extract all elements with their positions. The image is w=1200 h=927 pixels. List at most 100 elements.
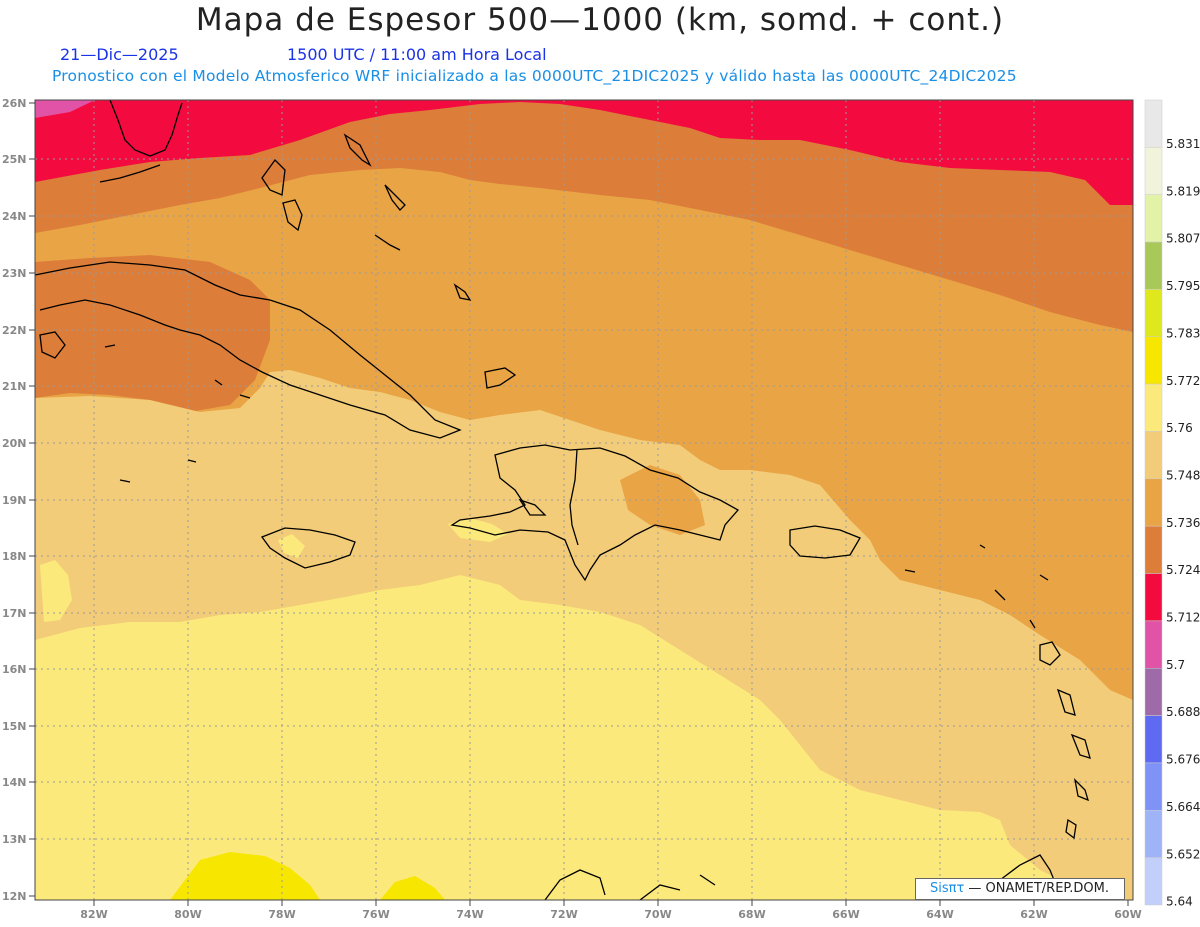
colorbar-label: 5.819 xyxy=(1166,184,1200,198)
colorbar-swatch xyxy=(1144,478,1163,527)
colorbar-swatch xyxy=(1144,336,1163,385)
colorbar-swatch xyxy=(1144,383,1163,432)
contour-band-orange-west xyxy=(35,255,270,412)
colorbar-label: 5.688 xyxy=(1166,705,1200,719)
lon-label: 72W xyxy=(550,908,577,921)
lon-label: 68W xyxy=(738,908,765,921)
credit-org: — ONAMET/REP.DOM. xyxy=(964,881,1109,896)
colorbar-swatch xyxy=(1144,431,1163,480)
contour-band-yellow-2 xyxy=(380,876,445,900)
coast-tortuga xyxy=(518,498,547,516)
colorbar-swatch xyxy=(1144,667,1163,716)
coast-lesser-antilles-2 xyxy=(1056,688,1076,716)
credit-brand: Sisπτ xyxy=(930,881,965,896)
colorbar-label: 5.783 xyxy=(1166,326,1200,340)
lat-axis xyxy=(29,102,35,897)
colorbar-swatch xyxy=(1144,289,1163,338)
lat-label: 14N xyxy=(2,776,27,789)
lon-label: 80W xyxy=(174,908,201,921)
forecast-description: Pronostico con el Modelo Atmosferico WRF… xyxy=(52,67,1017,85)
coast-lesser-antilles-1 xyxy=(1039,641,1061,666)
coast-lesser-antilles-3 xyxy=(1070,733,1091,759)
colorbar-label: 5.664 xyxy=(1166,800,1200,814)
coast-bahamas-2 xyxy=(343,133,372,167)
colorbar-label: 5.724 xyxy=(1166,563,1200,577)
colorbar-label: 5.736 xyxy=(1166,516,1200,530)
contour-band-red xyxy=(35,100,1133,205)
colorbar-swatch xyxy=(1144,241,1163,290)
contour-band-light-yellow xyxy=(35,575,1133,900)
colorbar-label: 5.64 xyxy=(1166,895,1193,909)
colorbar-label: 5.807 xyxy=(1166,232,1200,246)
colorbar-label: 5.795 xyxy=(1166,279,1200,293)
lat-label: 24N xyxy=(2,210,27,223)
coast-bahamas-andros xyxy=(261,159,286,196)
lat-label: 17N xyxy=(2,607,27,620)
colorbar-swatch xyxy=(1144,762,1163,811)
lat-label: 25N xyxy=(2,153,27,166)
colorbar-label: 5.652 xyxy=(1166,847,1200,861)
lon-label: 66W xyxy=(832,908,859,921)
colorbar-swatch xyxy=(1144,620,1163,669)
lat-label: 23N xyxy=(2,267,27,280)
colorbar-swatch xyxy=(1144,715,1163,764)
forecast-time: 1500 UTC / 11:00 am Hora Local xyxy=(287,45,547,64)
colorbar-swatch xyxy=(1144,194,1163,243)
lon-label: 78W xyxy=(268,908,295,921)
colorbar-label: 5.748 xyxy=(1166,468,1200,482)
colorbar-swatch xyxy=(1144,810,1163,858)
lat-label: 21N xyxy=(2,380,27,393)
coast-hispaniola-border xyxy=(569,449,579,546)
coast-bahamas-4 xyxy=(374,234,401,251)
map-field xyxy=(35,100,1133,900)
lat-label: 18N xyxy=(2,550,27,563)
lon-label: 76W xyxy=(362,908,389,921)
lon-axis xyxy=(93,900,1129,906)
colorbar-label: 5.712 xyxy=(1166,611,1200,625)
lat-label: 16N xyxy=(2,663,27,676)
lon-label: 70W xyxy=(644,908,671,921)
coast-lesser-antilles-4 xyxy=(1073,778,1090,802)
colorbar-swatch xyxy=(1144,857,1163,906)
colorbar-labels: 5.831 5.819 5.807 5.795 5.783 5.772 5.76 5.748 5… xyxy=(1166,137,1200,909)
coast-south-america xyxy=(544,854,1061,900)
coast-hispaniola xyxy=(450,444,740,582)
lon-label: 74W xyxy=(456,908,483,921)
colorbar-label: 5.676 xyxy=(1166,753,1200,767)
lat-labels: 26N 25N 24N 23N 22N 21N 20N 19N 18N 17N … xyxy=(2,97,27,903)
coast-bahamas-3 xyxy=(384,184,406,211)
lat-label: 26N xyxy=(2,97,27,110)
lat-label: 12N xyxy=(2,890,27,903)
contour-spot-jamaica xyxy=(278,534,305,558)
credit-box: Sisπτ — ONAMET/REP.DOM. xyxy=(915,878,1125,900)
colorbar-swatch xyxy=(1144,573,1163,622)
contour-spot-west-yellow xyxy=(40,560,72,622)
coastlines xyxy=(35,100,1091,900)
lat-label: 22N xyxy=(2,324,27,337)
coast-bahamas-1 xyxy=(282,199,303,232)
colorbar-label: 5.831 xyxy=(1166,137,1200,151)
lon-labels: 82W 80W 78W 76W 74W 72W 70W 68W 66W 64W … xyxy=(80,908,1141,921)
lat-label: 19N xyxy=(2,494,27,507)
coast-jamaica xyxy=(260,527,356,569)
lat-label: 20N xyxy=(2,437,27,450)
colorbar-label: 5.7 xyxy=(1166,658,1185,672)
lon-label: 62W xyxy=(1020,908,1047,921)
coast-cuba xyxy=(35,261,462,439)
coast-isla-juventud xyxy=(39,331,66,359)
coast-florida-keys xyxy=(99,164,161,183)
colorbar-boxes xyxy=(1144,99,1163,906)
coast-small-islands xyxy=(104,344,1049,629)
coast-bahamas-5 xyxy=(453,283,472,301)
colorbar-label: 5.772 xyxy=(1166,374,1200,388)
colorbar-swatch xyxy=(1144,99,1163,148)
colorbar-label: 5.76 xyxy=(1166,421,1193,435)
coast-bahamas-6 xyxy=(484,367,517,389)
lat-label: 15N xyxy=(2,720,27,733)
lat-label: 13N xyxy=(2,833,27,846)
lon-label: 60W xyxy=(1114,908,1141,921)
colorbar-swatch xyxy=(1144,147,1163,195)
contour-band-orange-hispaniola xyxy=(620,465,705,535)
